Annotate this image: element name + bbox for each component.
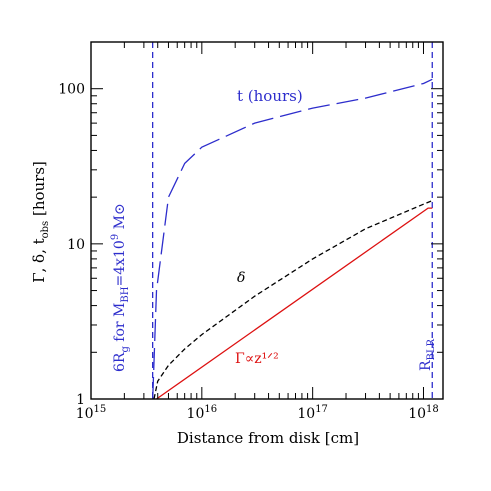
series-label-gamma: Γ∝z¹ᐟ² <box>235 351 279 367</box>
x-tick-label: 1017 <box>297 404 328 422</box>
series-label-t: t (hours) <box>237 87 303 105</box>
y-tick-label: 1 <box>76 392 85 408</box>
x-tick-label: 1016 <box>187 404 218 422</box>
ticks: 1015 1016 1017 1018 1 10 100 <box>58 41 443 422</box>
vline-label-left: 6Rg for MBH=4x109 M⊙ <box>110 203 131 372</box>
series-line-2 <box>156 207 433 400</box>
x-tick-label: 1018 <box>408 404 439 422</box>
y-tick-label: 10 <box>67 237 85 253</box>
y-axis-title: Γ, δ, tobs [hours] <box>30 161 51 283</box>
series-label-delta: δ <box>237 270 245 286</box>
plot-frame <box>90 41 444 400</box>
y-tick-label: 100 <box>58 82 85 98</box>
vline-label-right: RBLR <box>418 338 437 371</box>
series-line-1 <box>153 199 433 400</box>
plot-lines <box>152 42 433 400</box>
series-line-0 <box>152 78 433 400</box>
x-axis-title: Distance from disk [cm] <box>177 429 359 447</box>
x-tick-label: 1015 <box>76 404 107 422</box>
